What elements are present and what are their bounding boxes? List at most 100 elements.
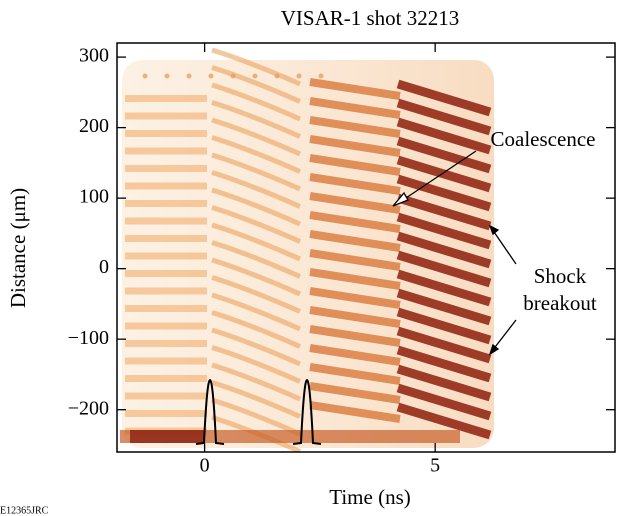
fringe — [125, 217, 207, 225]
arrow — [399, 150, 477, 203]
fringe — [211, 345, 301, 384]
fringe — [309, 135, 401, 157]
fringe — [125, 200, 207, 207]
annotation: breakout — [523, 291, 597, 315]
fringe — [211, 362, 301, 402]
arrow — [491, 228, 517, 265]
fringe — [309, 268, 401, 290]
x-tick-label: 0 — [200, 455, 210, 477]
fringe — [125, 375, 207, 382]
y-tick-label: −100 — [68, 327, 109, 349]
arrow-head — [488, 224, 500, 236]
chart-title: VISAR-1 shot 32213 — [281, 6, 460, 30]
fringe — [396, 79, 492, 117]
fringe — [125, 287, 207, 295]
fringe — [309, 325, 401, 347]
fringe-dot — [208, 73, 214, 79]
y-tick-label: 0 — [99, 256, 109, 278]
annotation: Coalescence — [491, 127, 596, 151]
annotation-arrows — [392, 150, 517, 356]
fringe — [211, 310, 301, 349]
y-tick-label: −200 — [68, 397, 109, 419]
arrow-head — [488, 343, 500, 356]
fringe-dot — [296, 73, 302, 79]
fringe — [396, 326, 492, 364]
fringe — [211, 380, 301, 419]
plot-frame — [116, 42, 616, 453]
arrow — [491, 319, 517, 352]
fringe-dot — [186, 73, 192, 79]
fringe — [211, 275, 301, 314]
fringe — [211, 222, 301, 262]
fringe — [396, 231, 492, 269]
fringe — [125, 270, 207, 277]
fringe — [125, 182, 207, 190]
fringe — [396, 269, 492, 307]
fringe — [211, 117, 301, 157]
fringe — [211, 397, 301, 437]
fringe — [396, 212, 492, 250]
fringe — [309, 249, 401, 271]
fringe — [125, 165, 207, 172]
streak-image — [120, 47, 494, 452]
fiducial-pulse — [292, 378, 322, 445]
fringe — [125, 252, 207, 260]
fringe — [309, 78, 401, 100]
fringe — [211, 205, 301, 244]
fringe — [211, 82, 301, 122]
fringe-dot — [318, 73, 324, 79]
fringe — [125, 130, 207, 137]
figure-id: E12365JRC — [0, 505, 49, 516]
fringe — [211, 240, 301, 279]
fringe — [309, 306, 401, 328]
fringe — [396, 345, 492, 383]
fringe — [125, 147, 207, 155]
fringe-dot — [164, 73, 170, 79]
fringe — [309, 401, 401, 423]
fringe — [309, 192, 401, 214]
fringe — [211, 187, 301, 227]
x-axis-label: Time (ns) — [329, 485, 411, 509]
drive-band — [130, 430, 205, 443]
fringe-dot — [142, 73, 148, 79]
fringe — [396, 364, 492, 402]
fringe — [309, 173, 401, 195]
fringe — [396, 155, 492, 193]
fringe — [211, 100, 301, 139]
fringe — [396, 402, 492, 440]
fringe — [125, 410, 207, 417]
fringe — [396, 307, 492, 345]
x-tick-label: 5 — [430, 455, 440, 477]
fringe — [309, 382, 401, 404]
fringe — [211, 135, 301, 174]
fringe — [396, 136, 492, 174]
fringe — [125, 357, 207, 365]
fringe — [309, 344, 401, 366]
fringe — [125, 340, 207, 347]
fiducial-pulse — [195, 378, 225, 445]
fringe — [309, 363, 401, 385]
fringe — [309, 287, 401, 309]
fringe — [211, 47, 301, 87]
fringe — [125, 112, 207, 120]
fringe — [125, 95, 207, 102]
fringe — [309, 116, 401, 138]
fringe — [125, 322, 207, 330]
y-axis-label: Distance (μm) — [6, 188, 30, 308]
fringe — [211, 65, 301, 104]
y-tick-label: 200 — [79, 115, 109, 137]
fringe — [125, 235, 207, 242]
fringe — [396, 383, 492, 421]
annotation: Shock — [534, 264, 587, 288]
fringe — [396, 174, 492, 212]
fringe — [125, 305, 207, 312]
fringe — [396, 250, 492, 288]
fringe — [309, 211, 401, 233]
fringe — [211, 170, 301, 209]
fringe — [125, 392, 207, 400]
fringe — [211, 292, 301, 332]
y-tick-label: 100 — [79, 186, 109, 208]
fringe — [396, 98, 492, 136]
fringe — [309, 230, 401, 252]
